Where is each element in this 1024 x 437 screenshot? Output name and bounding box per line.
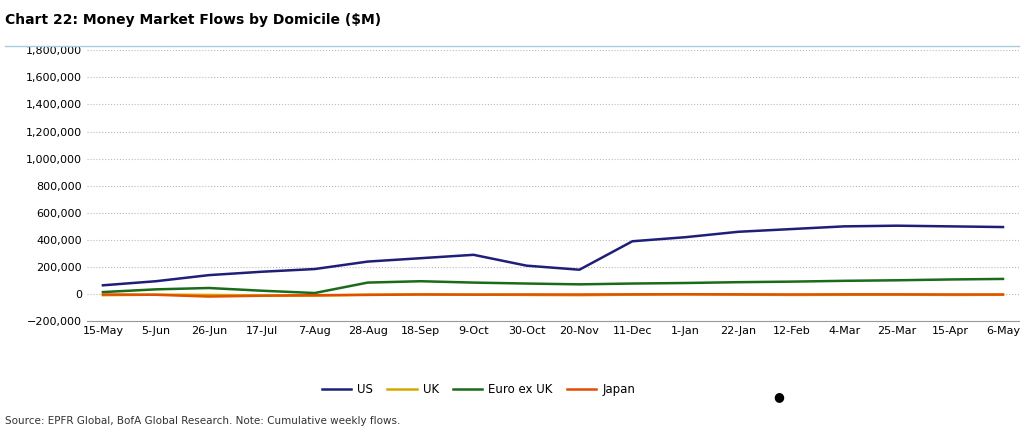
Euro ex UK (415, 279, 427, 284)
US (203, 273, 215, 278)
Line: UK: UK (103, 295, 1002, 296)
Japan (891, 292, 903, 297)
UK (150, 292, 162, 297)
Japan (520, 292, 532, 297)
UK (361, 292, 374, 297)
Japan (308, 292, 321, 298)
UK (785, 292, 798, 298)
Euro ex UK (150, 287, 162, 292)
Text: Source: EPFR Global, BofA Global Research. Note: Cumulative weekly flows.: Source: EPFR Global, BofA Global Researc… (5, 416, 400, 426)
US (150, 279, 162, 284)
Euro ex UK (891, 277, 903, 283)
UK (97, 292, 110, 298)
Legend: US, UK, Euro ex UK, Japan: US, UK, Euro ex UK, Japan (317, 378, 640, 401)
US (415, 256, 427, 261)
US (520, 263, 532, 268)
UK (679, 292, 691, 297)
UK (520, 292, 532, 298)
Euro ex UK (467, 280, 479, 285)
Japan (97, 292, 110, 297)
Euro ex UK (573, 282, 586, 287)
US (732, 229, 744, 234)
Japan (361, 292, 374, 298)
Line: Euro ex UK: Euro ex UK (103, 279, 1002, 293)
Japan (996, 292, 1009, 297)
US (996, 225, 1009, 230)
US (838, 224, 850, 229)
Euro ex UK (256, 288, 268, 293)
Line: Japan: Japan (103, 294, 1002, 297)
US (627, 239, 639, 244)
UK (838, 292, 850, 298)
Euro ex UK (97, 289, 110, 295)
Japan (627, 292, 639, 297)
Euro ex UK (944, 277, 956, 282)
Japan (944, 292, 956, 297)
UK (573, 292, 586, 298)
Euro ex UK (996, 276, 1009, 281)
Japan (150, 292, 162, 298)
Euro ex UK (838, 278, 850, 284)
UK (996, 292, 1009, 298)
UK (467, 292, 479, 297)
Japan (732, 292, 744, 297)
UK (308, 293, 321, 298)
US (308, 267, 321, 272)
US (573, 267, 586, 272)
Text: ●: ● (773, 390, 784, 403)
Japan (467, 292, 479, 297)
US (891, 223, 903, 228)
US (785, 226, 798, 232)
Euro ex UK (785, 279, 798, 284)
Japan (838, 292, 850, 297)
Japan (203, 294, 215, 299)
Japan (679, 291, 691, 297)
UK (415, 292, 427, 297)
UK (627, 292, 639, 297)
Text: Chart 22: Money Market Flows by Domicile ($M): Chart 22: Money Market Flows by Domicile… (5, 13, 381, 27)
UK (891, 292, 903, 297)
Euro ex UK (732, 280, 744, 285)
Euro ex UK (520, 281, 532, 286)
Euro ex UK (361, 280, 374, 285)
Line: US: US (103, 225, 1002, 285)
UK (256, 293, 268, 298)
Japan (785, 292, 798, 297)
UK (944, 292, 956, 298)
Japan (573, 292, 586, 297)
US (467, 252, 479, 257)
US (256, 269, 268, 274)
Euro ex UK (679, 281, 691, 286)
UK (732, 292, 744, 297)
UK (203, 292, 215, 298)
Euro ex UK (627, 281, 639, 286)
US (944, 224, 956, 229)
US (361, 259, 374, 264)
Japan (256, 293, 268, 298)
US (97, 283, 110, 288)
Euro ex UK (308, 291, 321, 296)
Euro ex UK (203, 285, 215, 291)
Japan (415, 292, 427, 297)
US (679, 235, 691, 240)
